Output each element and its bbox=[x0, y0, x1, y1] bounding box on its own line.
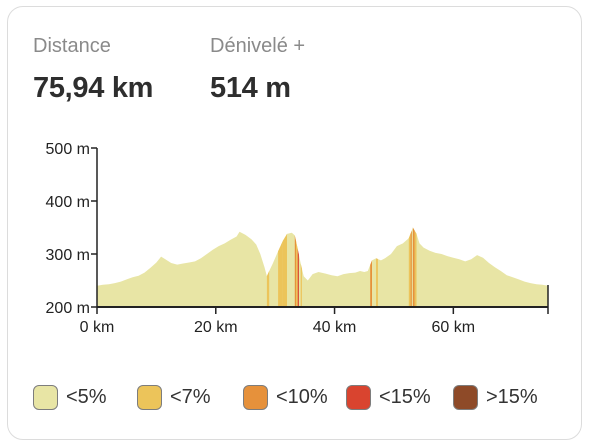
legend-swatch-gt15 bbox=[453, 384, 478, 410]
slope-band bbox=[412, 227, 415, 307]
slope-band bbox=[282, 233, 287, 307]
x-tick-label: 0 km bbox=[80, 319, 115, 336]
slope-band bbox=[296, 240, 298, 307]
x-tick-label: 60 km bbox=[432, 319, 476, 336]
slope-band bbox=[278, 240, 283, 307]
slope-band bbox=[266, 271, 270, 307]
slope-band bbox=[370, 260, 372, 307]
x-tick-label: 40 km bbox=[313, 319, 357, 336]
elevation-gain-label: Dénivelé + bbox=[210, 35, 306, 57]
slope-band bbox=[297, 248, 299, 307]
elevation-area bbox=[97, 227, 548, 307]
legend-swatch-lt10 bbox=[243, 384, 268, 410]
legend-item-lt5: <5% bbox=[33, 381, 107, 413]
elevation-area-layer bbox=[97, 227, 548, 307]
distance-stat: Distance 75,94 km bbox=[33, 34, 153, 104]
axis-layer: 200 m 300 m 400 m 500 m 0 km 20 km 40 km 60 km bbox=[46, 141, 549, 336]
legend-item-lt15: <15% bbox=[346, 381, 431, 413]
slope-band bbox=[294, 235, 296, 307]
y-tick-label: 500 m bbox=[46, 141, 90, 158]
legend-label-lt10: <10% bbox=[276, 385, 328, 408]
y-tick-label: 300 m bbox=[46, 247, 90, 264]
legend-label-lt15: <15% bbox=[379, 385, 431, 408]
y-tick-label: 400 m bbox=[46, 194, 90, 211]
slope-band bbox=[376, 258, 378, 307]
elevation-gain-value: 514 m bbox=[210, 72, 291, 104]
slope-band bbox=[300, 263, 302, 307]
legend-swatch-lt5 bbox=[33, 384, 58, 410]
distance-value: 75,94 km bbox=[33, 72, 154, 104]
slope-band bbox=[410, 230, 412, 307]
legend-item-lt10: <10% bbox=[243, 381, 328, 413]
legend-swatch-lt15 bbox=[346, 384, 371, 410]
legend-swatch-lt7 bbox=[137, 384, 162, 410]
legend-label-lt5: <5% bbox=[66, 385, 107, 408]
legend-label-lt7: <7% bbox=[170, 385, 211, 408]
legend-item-gt15: >15% bbox=[453, 381, 538, 413]
distance-label: Distance bbox=[33, 35, 111, 57]
slope-band-layer bbox=[266, 227, 417, 307]
legend-label-gt15: >15% bbox=[486, 385, 538, 408]
legend-item-lt7: <7% bbox=[137, 381, 211, 413]
y-tick-label: 200 m bbox=[46, 300, 90, 317]
slope-band bbox=[414, 230, 417, 307]
elevation-card bbox=[7, 6, 582, 440]
slope-band bbox=[408, 233, 411, 307]
elevation-gain-stat: Dénivelé + 514 m bbox=[210, 34, 305, 104]
x-tick-label: 20 km bbox=[194, 319, 238, 336]
